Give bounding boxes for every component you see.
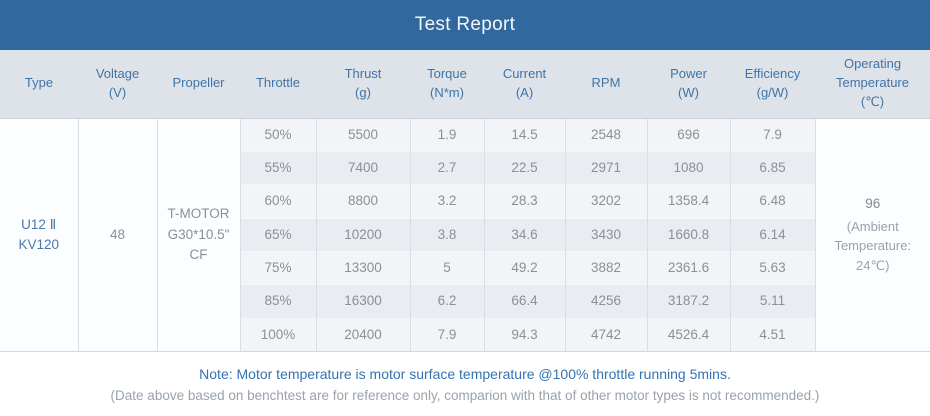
cell-power: 3187.2 [646, 284, 730, 319]
cell-power: 2361.6 [646, 250, 730, 285]
cell-current: 22.5 [483, 150, 565, 185]
cell-thrust: 8800 [315, 184, 410, 219]
col-header-current: Current (A) [484, 50, 565, 119]
cell-thrust: 16300 [315, 284, 410, 319]
cell-throttle: 100% [239, 317, 316, 352]
cell-throttle: 75% [239, 250, 316, 285]
col-header-torque: Torque (N*m) [410, 50, 484, 119]
cell-efficiency: 6.48 [729, 184, 815, 219]
cell-operating-temperature: 96 (Ambient Temperature: 24℃) [814, 118, 930, 352]
notes: Note: Motor temperature is motor surface… [0, 352, 930, 416]
table-row: 100% 20400 7.9 94.3 4742 4526.4 4.51 [0, 317, 930, 352]
cell-throttle: 85% [239, 284, 316, 319]
cell-propeller: T-MOTOR G30*10.5" CF [156, 118, 240, 352]
note-primary: Note: Motor temperature is motor surface… [199, 365, 731, 382]
table-row: 85% 16300 6.2 66.4 4256 3187.2 5.11 [0, 284, 930, 319]
cell-rpm: 4256 [564, 284, 647, 319]
col-header-operating-temperature: Operating Temperature (℃) [815, 50, 930, 119]
cell-torque: 5 [409, 250, 484, 285]
note-secondary: (Date above based on benchtest are for r… [110, 387, 820, 403]
header-row: Type Voltage (V) Propeller Throttle Thru… [0, 50, 930, 119]
cell-torque: 6.2 [409, 284, 484, 319]
cell-voltage: 48 [77, 118, 157, 352]
col-header-voltage: Voltage (V) [78, 50, 157, 119]
cell-efficiency: 5.11 [729, 284, 815, 319]
cell-throttle: 60% [239, 184, 316, 219]
cell-throttle: 55% [239, 150, 316, 185]
table-row: U12 Ⅱ KV120 48 T-MOTOR G30*10.5" CF 50% … [0, 118, 930, 352]
cell-thrust: 5500 [315, 118, 410, 152]
cell-torque: 3.8 [409, 217, 484, 252]
cell-torque: 2.7 [409, 150, 484, 185]
cell-efficiency: 6.85 [729, 150, 815, 185]
table-row: 60% 8800 3.2 28.3 3202 1358.4 6.48 [0, 184, 930, 219]
cell-rpm: 4742 [564, 317, 647, 352]
operating-temperature-value: 96 [865, 196, 881, 212]
cell-rpm: 3430 [564, 217, 647, 252]
cell-thrust: 7400 [315, 150, 410, 185]
cell-efficiency: 5.63 [729, 250, 815, 285]
cell-power: 696 [646, 118, 730, 152]
col-header-propeller: Propeller [157, 50, 240, 119]
cell-efficiency: 6.14 [729, 217, 815, 252]
page-title: Test Report [414, 14, 516, 35]
cell-current: 94.3 [483, 317, 565, 352]
cell-efficiency: 7.9 [729, 118, 815, 152]
col-header-power: Power (W) [647, 50, 730, 119]
cell-efficiency: 4.51 [729, 317, 815, 352]
cell-torque: 1.9 [409, 118, 484, 152]
cell-motor-type: U12 Ⅱ KV120 [0, 118, 78, 352]
cell-rpm: 2548 [564, 118, 647, 152]
cell-power: 4526.4 [646, 317, 730, 352]
cell-torque: 3.2 [409, 184, 484, 219]
cell-rpm: 3882 [564, 250, 647, 285]
col-header-throttle: Throttle [240, 50, 316, 119]
cell-throttle: 50% [239, 118, 316, 152]
test-report-table: Type Voltage (V) Propeller Throttle Thru… [0, 50, 930, 352]
operating-temperature-ambient: (Ambient Temperature: 24℃) [834, 218, 912, 273]
cell-torque: 7.9 [409, 317, 484, 352]
cell-current: 66.4 [483, 284, 565, 319]
cell-rpm: 2971 [564, 150, 647, 185]
cell-thrust: 13300 [315, 250, 410, 285]
cell-current: 14.5 [483, 118, 565, 152]
table-row: 55% 7400 2.7 22.5 2971 1080 6.85 [0, 150, 930, 185]
cell-rpm: 3202 [564, 184, 647, 219]
cell-thrust: 10200 [315, 217, 410, 252]
col-header-thrust: Thrust (g) [316, 50, 410, 119]
cell-current: 49.2 [483, 250, 565, 285]
cell-current: 28.3 [483, 184, 565, 219]
cell-throttle: 65% [239, 217, 316, 252]
col-header-rpm: RPM [565, 50, 647, 119]
title-bar: Test Report [0, 0, 930, 50]
cell-current: 34.6 [483, 217, 565, 252]
col-header-efficiency: Efficiency (g/W) [730, 50, 815, 119]
table-row: 65% 10200 3.8 34.6 3430 1660.8 6.14 [0, 217, 930, 252]
col-header-type: Type [0, 50, 78, 119]
cell-power: 1358.4 [646, 184, 730, 219]
cell-power: 1660.8 [646, 217, 730, 252]
table-row: 75% 13300 5 49.2 3882 2361.6 5.63 [0, 250, 930, 285]
cell-power: 1080 [646, 150, 730, 185]
cell-thrust: 20400 [315, 317, 410, 352]
